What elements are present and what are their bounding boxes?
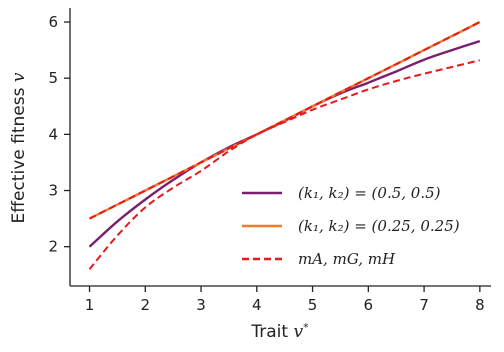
legend-label: (k₁, k₂) = (0.25, 0.25) [298,217,460,235]
y-tick-label: 6 [48,13,58,31]
y-axis: 2 3 4 5 6 [48,8,71,286]
x-tick-label: 8 [475,296,485,314]
legend-label: (k₁, k₂) = (0.5, 0.5) [298,184,441,202]
y-tick-label: 5 [48,69,58,87]
x-tick-label: 5 [308,296,318,314]
x-tick-label: 7 [419,296,429,314]
y-tick-label: 4 [48,125,58,143]
legend: (k₁, k₂) = (0.5, 0.5) (k₁, k₂) = (0.25, 0… [242,184,460,268]
y-axis-label: Effective fitness v [9,72,29,223]
legend-label: mA, mG, mH [298,250,396,268]
plot-lines [88,20,481,270]
x-axis-label: Trait v* [250,321,309,343]
x-tick-label: 4 [252,296,262,314]
x-tick-label: 6 [364,296,374,314]
x-tick-label: 3 [196,296,206,314]
x-tick-label: 1 [85,296,95,314]
series-line [89,21,481,220]
series-line [88,39,481,248]
x-axis: 1 2 3 4 5 6 7 8 [70,285,491,314]
x-tick-label: 2 [141,296,151,314]
y-tick-label: 2 [48,238,58,256]
y-tick-label: 3 [48,182,58,200]
series-line [88,59,481,270]
